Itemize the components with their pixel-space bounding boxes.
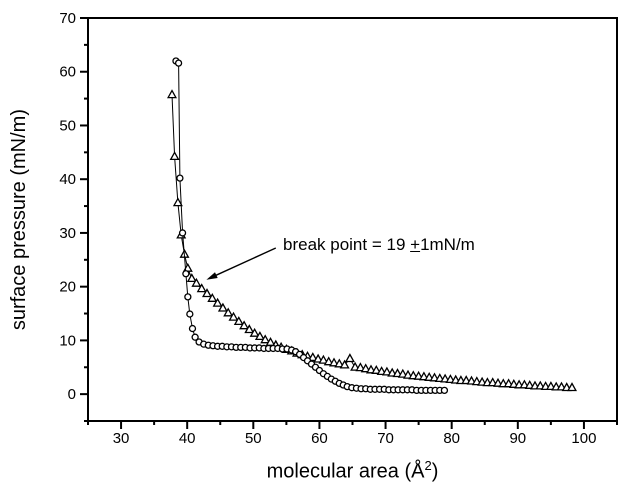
triangle-marker: [418, 371, 429, 381]
x-tick-label: 60: [311, 430, 328, 447]
triangle-marker: [397, 368, 408, 378]
triangle-marker: [249, 327, 260, 337]
circle-marker: [176, 174, 184, 182]
triangle-marker: [169, 151, 180, 161]
triangle-marker: [445, 374, 456, 384]
triangle-marker: [524, 379, 535, 389]
x-axis-title: molecular area (Å2): [88, 458, 617, 484]
triangle-marker: [186, 273, 197, 283]
y-axis-title-text: surface pressure (mN/m): [7, 108, 30, 331]
circle-marker: [191, 333, 199, 341]
triangle-marker: [355, 362, 366, 372]
circle-marker: [440, 386, 449, 395]
x-axis-title-superscript: 2: [424, 458, 432, 473]
annotation-arrow: [206, 247, 277, 280]
x-tick-label: 30: [113, 430, 130, 447]
x-tick-label: 90: [509, 430, 526, 447]
triangle-marker: [228, 311, 239, 321]
x-tick-label: 50: [245, 430, 262, 447]
x-axis-title-suffix: ): [431, 460, 439, 483]
triangle-marker: [328, 357, 340, 367]
triangle-marker: [323, 356, 334, 366]
triangle-marker: [191, 277, 202, 287]
triangle-marker: [429, 372, 440, 382]
y-tick-label: 50: [59, 117, 76, 134]
triangle-marker: [466, 375, 477, 385]
triangle-marker: [265, 336, 276, 346]
y-tick-label: 0: [68, 386, 76, 403]
y-tick-label: 20: [59, 279, 76, 296]
x-tick-label: 40: [179, 430, 196, 447]
triangle-marker: [166, 89, 178, 99]
triangle-marker: [196, 283, 207, 293]
triangle-marker: [339, 359, 350, 369]
y-tick-label: 40: [59, 171, 76, 188]
arrow-shaft: [211, 247, 277, 278]
triangle-marker: [223, 307, 234, 317]
triangle-marker: [360, 363, 371, 373]
triangle-marker: [334, 358, 345, 368]
triangle-marker: [402, 369, 414, 379]
triangle-marker: [217, 302, 228, 312]
x-axis: 30 40 50 60 70 80 90 100: [87, 421, 618, 447]
y-tick-label: 30: [59, 225, 76, 242]
triangle-marker: [487, 377, 498, 387]
triangle-marker: [318, 354, 329, 364]
x-tick-label: 70: [377, 430, 394, 447]
triangle-marker: [254, 331, 265, 341]
triangle-isotherm-series: [166, 89, 578, 392]
triangle-marker: [244, 324, 255, 334]
circle-isotherm-series: [172, 57, 449, 395]
annotation-text: break point = 19: [283, 235, 411, 254]
y-axis: 0 10 20 30 40 50 60 70: [59, 10, 88, 422]
circle-marker: [174, 59, 183, 67]
triangle-marker: [381, 366, 392, 376]
annotation-plus-minus: +: [410, 235, 421, 254]
triangle-marker: [313, 353, 324, 363]
x-tick-label: 80: [443, 430, 460, 447]
triangle-marker: [371, 364, 382, 374]
triangle-marker: [260, 334, 271, 344]
triangle-marker: [344, 353, 355, 363]
y-tick-label: 70: [59, 10, 76, 27]
triangle-marker: [212, 297, 223, 307]
triangle-marker: [233, 316, 244, 326]
triangle-marker: [207, 292, 218, 302]
annotation-suffix: 1mN/m: [420, 235, 475, 254]
triangle-marker: [307, 352, 318, 362]
circle-marker: [186, 310, 194, 318]
y-axis-title: surface pressure (mN/m): [0, 18, 40, 421]
x-tick-label: 100: [571, 430, 596, 447]
circle-isotherm-line: [175, 60, 445, 391]
break-point-annotation: break point = 19 +1mN/m: [283, 235, 475, 255]
triangle-marker: [239, 320, 250, 330]
triangle-marker: [392, 368, 403, 378]
circle-marker: [188, 324, 197, 333]
arrow-head-icon: [206, 272, 218, 280]
triangle-marker: [566, 382, 578, 392]
x-axis-title-text: molecular area (Å: [266, 460, 425, 483]
y-tick-label: 10: [59, 332, 76, 349]
circle-marker: [178, 229, 187, 237]
y-tick-label: 60: [59, 64, 76, 81]
triangle-marker: [201, 288, 213, 298]
circle-marker: [184, 293, 192, 301]
triangle-marker: [172, 197, 183, 207]
circle-marker: [182, 270, 190, 278]
